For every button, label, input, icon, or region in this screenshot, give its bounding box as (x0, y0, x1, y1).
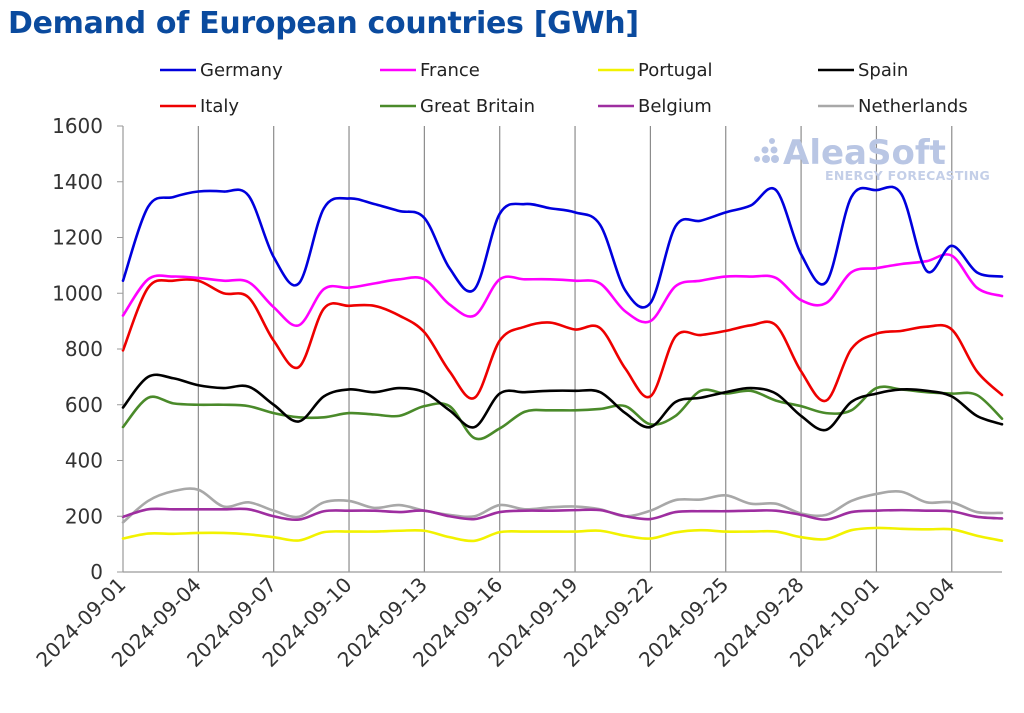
logo-wordmark: AleaSoft (783, 133, 946, 173)
y-tick-label-200: 200 (65, 504, 103, 528)
legend-label-italy: Italy (200, 96, 239, 117)
y-tick-label-1200: 1200 (52, 226, 103, 250)
legend-label-germany: Germany (200, 60, 283, 81)
y-axis-ticks: 0 200 400 600 800 1000 1200 1400 1600 (52, 114, 123, 584)
y-tick-label-1400: 1400 (52, 170, 103, 194)
series-line-spain (121, 373, 1004, 432)
x-axis-ticks: 2024-09-012024-09-042024-09-072024-09-10… (31, 573, 959, 672)
series-lines (121, 185, 1004, 543)
y-tick-label-800: 800 (65, 337, 103, 361)
y-tick-label-0: 0 (90, 560, 103, 584)
y-tick-label-1600: 1600 (52, 114, 103, 138)
legend-label-great-britain: Great Britain (420, 96, 535, 117)
series-line-portugal (121, 526, 1004, 543)
legend: Germany France Portugal Spain Italy Great Bri… (160, 60, 968, 117)
series-line-great-britain (121, 385, 1004, 441)
vertical-gridlines (197, 126, 953, 572)
series-line-belgium (121, 507, 1004, 522)
y-tick-label-400: 400 (65, 449, 103, 473)
series-line-italy (121, 278, 1004, 403)
y-tick-label-1000: 1000 (52, 281, 103, 305)
plot-frame (122, 126, 1002, 573)
aleasoft-logo: AleaSoft ENERGY FORECASTING (754, 133, 990, 183)
logo-tagline: ENERGY FORECASTING (825, 168, 990, 183)
logo-dots-icon (754, 138, 779, 163)
legend-label-netherlands: Netherlands (858, 96, 968, 117)
series-line-france (121, 253, 1004, 327)
chart-title: Demand of European countries [GWh] (8, 6, 639, 41)
legend-label-portugal: Portugal (638, 60, 713, 81)
series-line-germany (121, 185, 1004, 309)
legend-label-france: France (420, 60, 480, 81)
y-tick-label-600: 600 (65, 393, 103, 417)
legend-label-belgium: Belgium (638, 96, 712, 117)
legend-label-spain: Spain (858, 60, 908, 81)
series-line-netherlands (121, 487, 1004, 524)
